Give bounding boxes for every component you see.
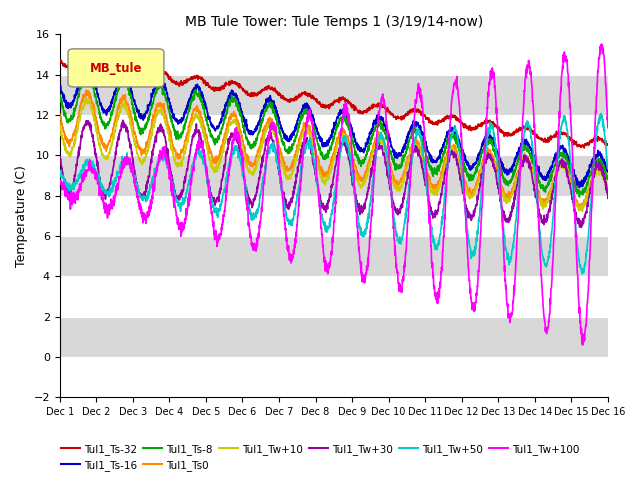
Bar: [60, 357, 608, 397]
Text: MB_tule: MB_tule: [90, 61, 143, 74]
Bar: [60, 317, 608, 357]
FancyBboxPatch shape: [68, 49, 164, 87]
Bar: [60, 115, 608, 156]
Bar: [60, 35, 608, 75]
Y-axis label: Temperature (C): Temperature (C): [15, 165, 28, 267]
Bar: [60, 196, 608, 236]
Legend: Tul1_Ts-32, Tul1_Ts-16, Tul1_Ts-8, Tul1_Ts0, Tul1_Tw+10, Tul1_Tw+30, Tul1_Tw+50,: Tul1_Ts-32, Tul1_Ts-16, Tul1_Ts-8, Tul1_…: [57, 439, 583, 475]
Bar: [60, 75, 608, 115]
Bar: [60, 276, 608, 317]
Bar: [60, 156, 608, 196]
Title: MB Tule Tower: Tule Temps 1 (3/19/14-now): MB Tule Tower: Tule Temps 1 (3/19/14-now…: [185, 15, 483, 29]
Bar: [60, 236, 608, 276]
